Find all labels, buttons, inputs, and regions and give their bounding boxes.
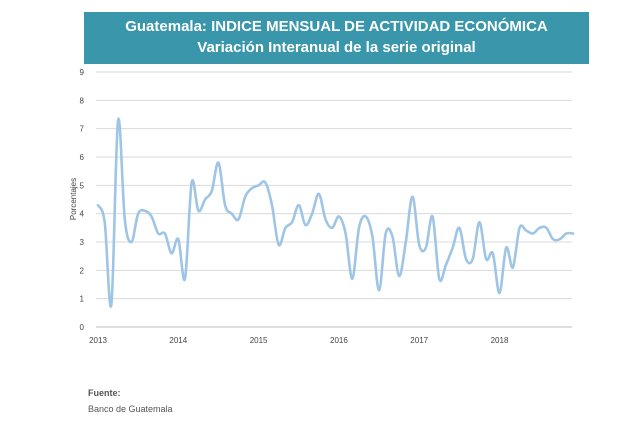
y-tick-label: 2 [80, 266, 85, 275]
gridlines [96, 71, 572, 300]
y-tick-label: 0 [80, 323, 85, 332]
source-note: Fuente: Banco de Guatemala [88, 388, 173, 414]
series-line [96, 117, 575, 308]
y-tick-label: 6 [80, 153, 85, 162]
y-tick-label: 8 [80, 96, 85, 105]
y-tick-label: 7 [80, 125, 85, 134]
x-tick-label: 2016 [330, 336, 348, 345]
y-axis-ticks: 0 1 2 3 4 5 6 7 8 9 [80, 68, 85, 332]
x-tick-label: 2018 [491, 336, 509, 345]
y-axis-label: Porcentajes [69, 178, 78, 220]
x-tick-label: 2013 [89, 336, 107, 345]
source-label: Fuente: [88, 388, 121, 398]
y-tick-label: 9 [80, 68, 85, 77]
x-axis-ticks: 2013 2014 2015 2016 2017 2018 [89, 336, 509, 345]
x-tick-label: 2014 [169, 336, 187, 345]
chart-title-banner: Guatemala: INDICE MENSUAL DE ACTIVIDAD E… [84, 12, 589, 64]
y-tick-label: 4 [80, 210, 85, 219]
y-tick-label: 5 [80, 181, 85, 190]
x-tick-label: 2015 [250, 336, 268, 345]
y-tick-label: 3 [80, 238, 85, 247]
chart-subtitle: Variación Interanual de la serie origina… [197, 39, 476, 56]
y-tick-label: 1 [80, 295, 85, 304]
source-text: Banco de Guatemala [88, 404, 173, 414]
chart-title: Guatemala: INDICE MENSUAL DE ACTIVIDAD E… [125, 18, 548, 35]
x-tick-label: 2017 [410, 336, 428, 345]
